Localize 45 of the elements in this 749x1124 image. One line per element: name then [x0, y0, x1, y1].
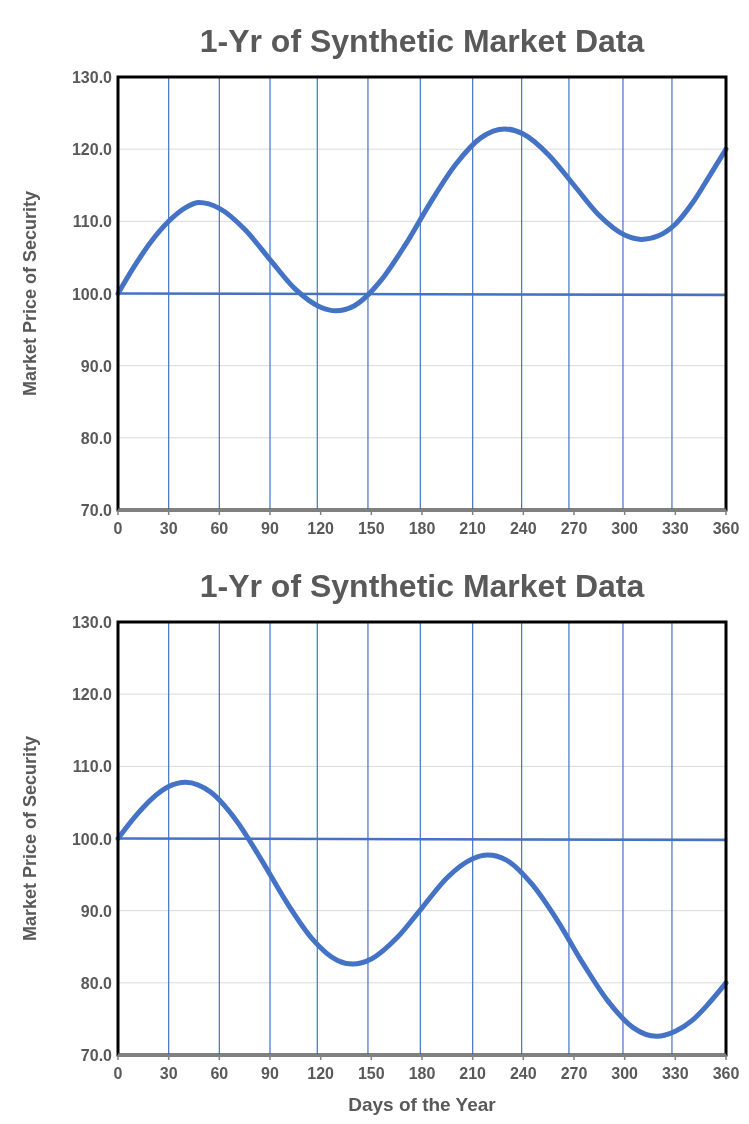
y-axis-title: Market Price of Security	[20, 735, 40, 942]
y-tick-label: 110.0	[72, 758, 113, 776]
x-tick-label: 120	[307, 520, 335, 537]
x-axis-title: Days of the Year	[348, 1094, 497, 1115]
x-tick-label: 330	[661, 520, 689, 537]
y-tick-label: 100.0	[71, 830, 113, 848]
y-tick-label: 70.0	[80, 1047, 113, 1064]
x-tick-label: 30	[159, 520, 178, 537]
x-tick-label: 30	[159, 1065, 178, 1082]
x-tick-label: 90	[261, 520, 279, 537]
x-tick-label: 210	[459, 520, 487, 537]
x-tick-label: 360	[712, 520, 740, 537]
x-tick-label: 90	[261, 1065, 279, 1082]
y-tick-label: 120.0	[71, 141, 113, 159]
y-tick-label: 130.0	[71, 69, 113, 86]
x-tick-label: 180	[408, 520, 436, 537]
x-tick-label: 60	[210, 1065, 229, 1082]
x-tick-label: 0	[113, 1065, 123, 1082]
y-tick-label: 80.0	[80, 429, 113, 447]
y-tick-label: 120.0	[71, 686, 113, 704]
x-tick-label: 300	[611, 520, 639, 537]
x-tick-label: 240	[509, 1065, 537, 1082]
x-tick-label: 330	[661, 1065, 689, 1082]
x-tick-label: 240	[509, 520, 537, 537]
x-tick-label: 270	[560, 520, 588, 537]
y-tick-label: 110.0	[72, 213, 113, 231]
y-tick-label: 100.0	[71, 285, 113, 303]
y-tick-label: 130.0	[71, 614, 113, 631]
y-axis-title: Market Price of Security	[20, 190, 40, 397]
chart-title: 1-Yr of Synthetic Market Data	[199, 23, 645, 59]
x-tick-label: 150	[357, 1065, 385, 1082]
x-tick-label: 210	[459, 1065, 487, 1082]
y-tick-label: 70.0	[80, 502, 113, 519]
x-tick-label: 60	[210, 520, 229, 537]
y-tick-label: 80.0	[80, 974, 113, 992]
x-tick-label: 150	[357, 520, 385, 537]
x-tick-label: 360	[712, 1065, 740, 1082]
x-tick-label: 120	[307, 1065, 335, 1082]
y-tick-label: 90.0	[80, 357, 113, 375]
x-tick-label: 0	[113, 520, 123, 537]
x-tick-label: 270	[560, 1065, 588, 1082]
y-tick-label: 90.0	[80, 902, 113, 920]
x-tick-label: 300	[611, 1065, 639, 1082]
chart-title: 1-Yr of Synthetic Market Data	[199, 568, 645, 604]
x-tick-label: 180	[408, 1065, 436, 1082]
